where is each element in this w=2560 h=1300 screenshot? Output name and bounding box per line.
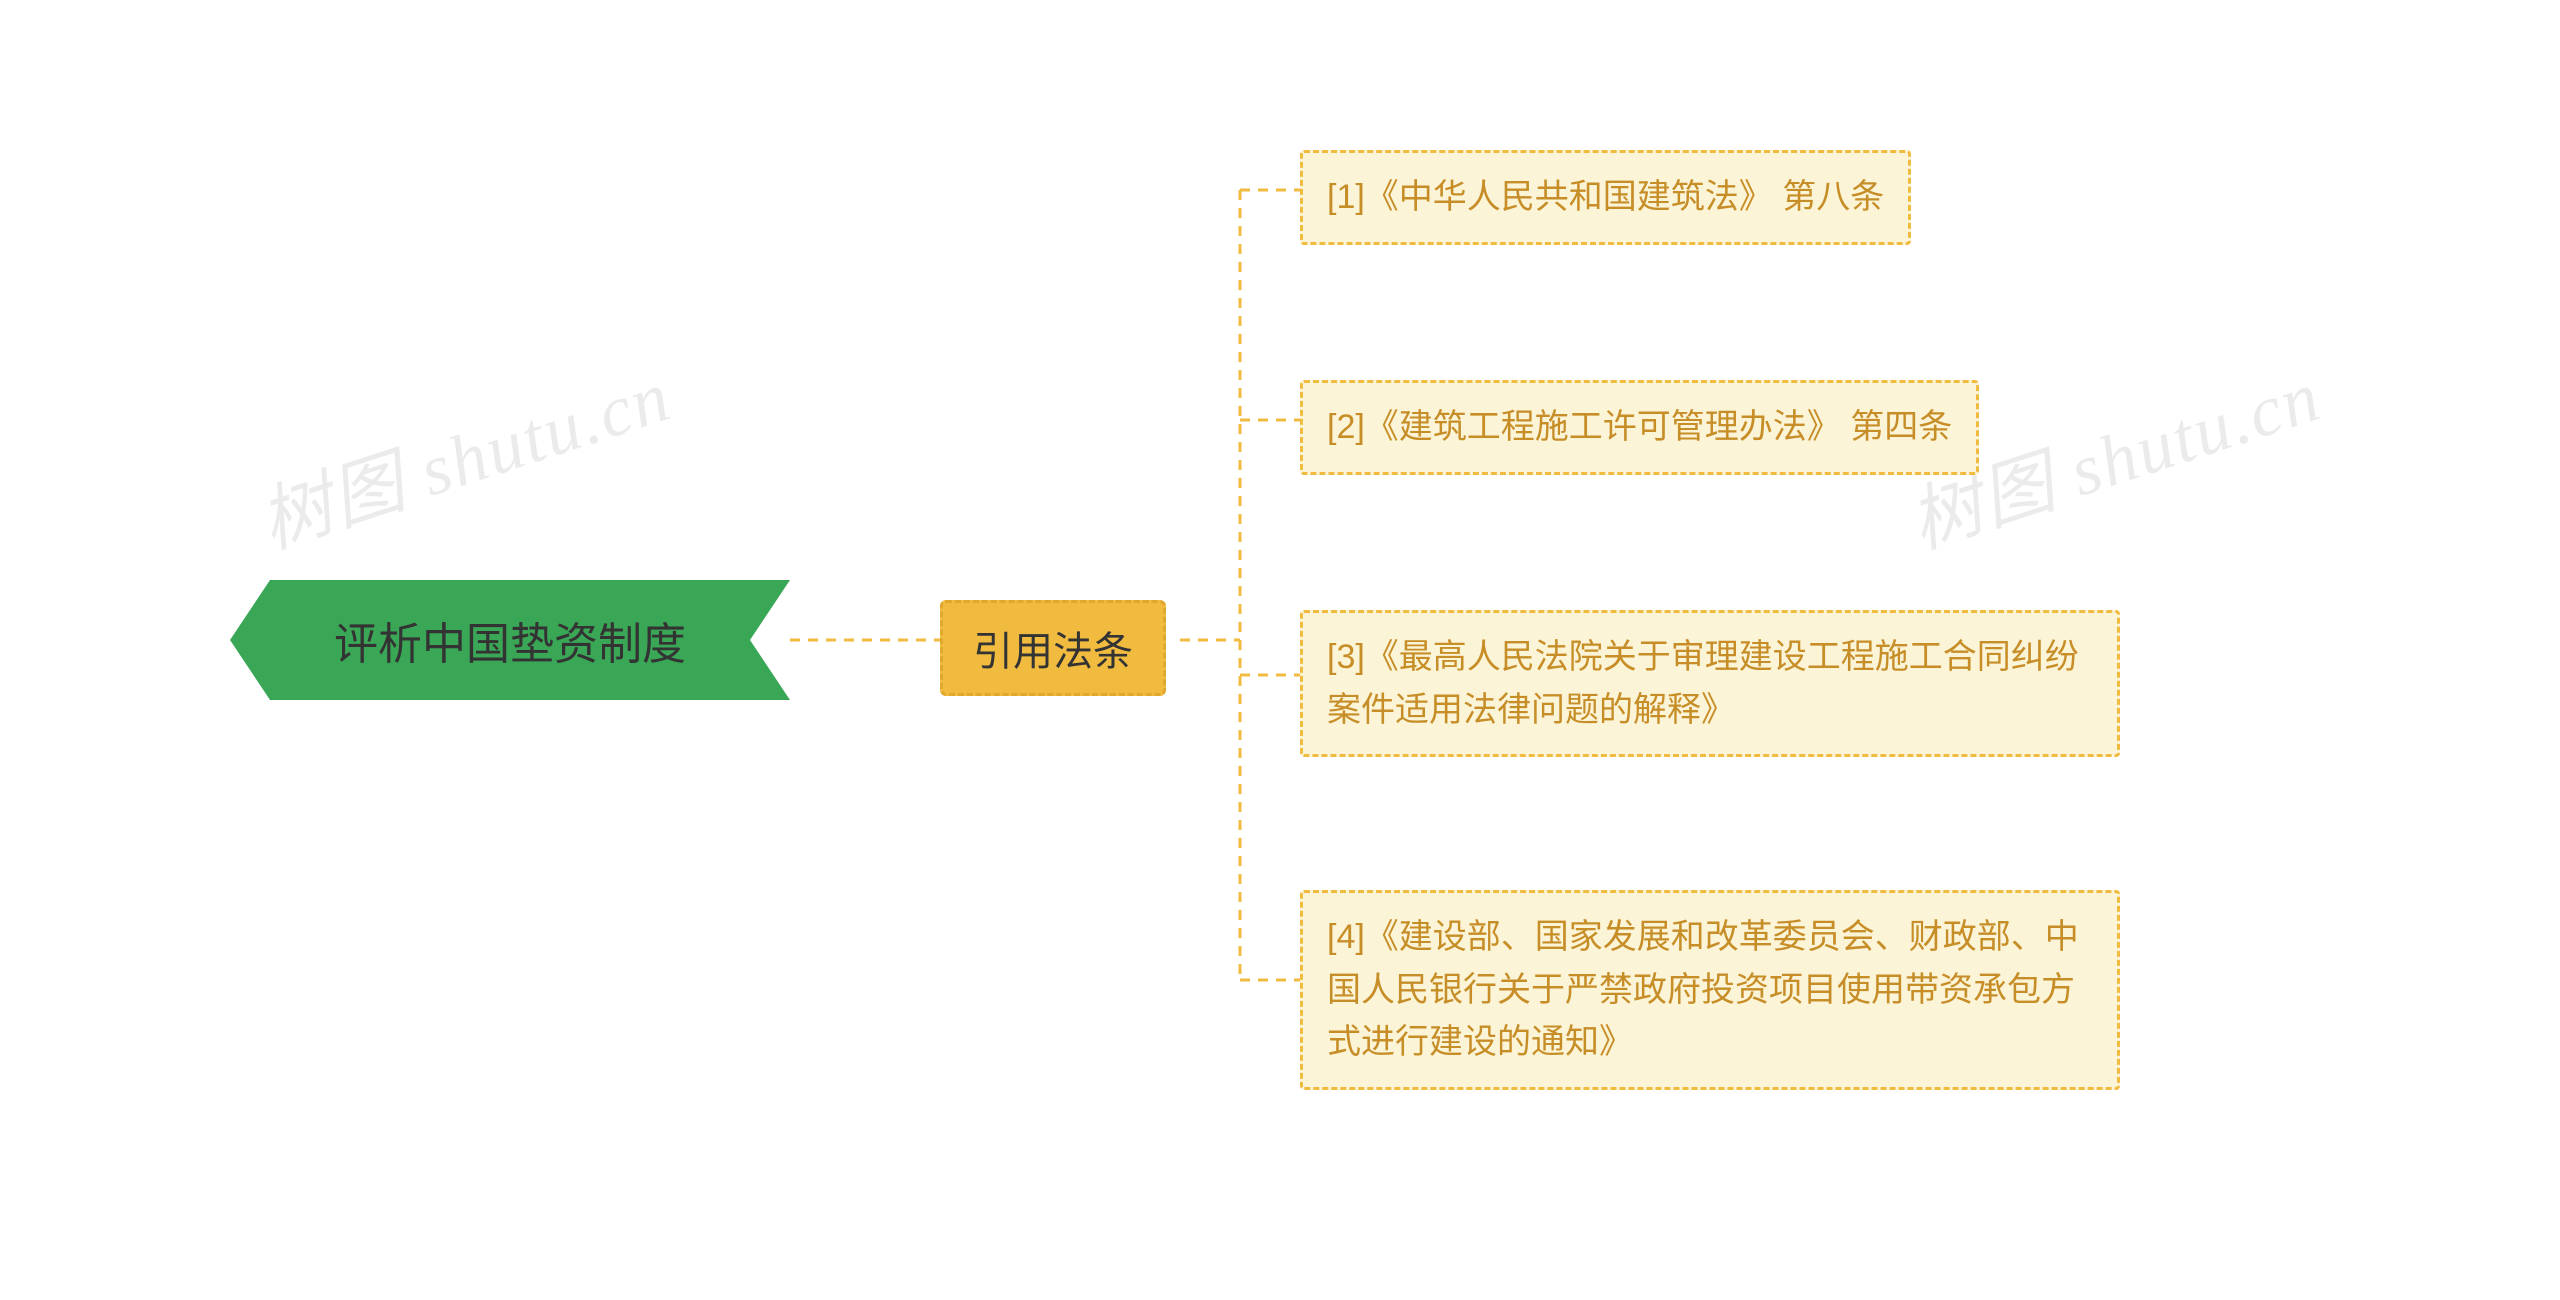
- leaf-node-label: [1]《中华人民共和国建筑法》 第八条: [1327, 178, 1884, 216]
- leaf-node-label: [4]《建设部、国家发展和改革委员会、财政部、中国人民银行关于严禁政府投资项目使…: [1327, 918, 2079, 1061]
- leaf-node-4[interactable]: [4]《建设部、国家发展和改革委员会、财政部、中国人民银行关于严禁政府投资项目使…: [1300, 890, 2120, 1090]
- diagram-canvas: 树图 shutu.cn 树图 shutu.cn 评析中国垫资制度 引用法条 [1…: [0, 0, 2560, 1300]
- leaf-node-3[interactable]: [3]《最高人民法院关于审理建设工程施工合同纠纷案件适用法律问题的解释》: [1300, 610, 2120, 757]
- leaf-node-1[interactable]: [1]《中华人民共和国建筑法》 第八条: [1300, 150, 1911, 245]
- leaf-node-label: [3]《最高人民法院关于审理建设工程施工合同纠纷案件适用法律问题的解释》: [1327, 638, 2079, 729]
- root-node[interactable]: 评析中国垫资制度: [230, 580, 790, 700]
- leaf-node-2[interactable]: [2]《建筑工程施工许可管理办法》 第四条: [1300, 380, 1979, 475]
- leaf-node-label: [2]《建筑工程施工许可管理办法》 第四条: [1327, 408, 1952, 446]
- watermark: 树图 shutu.cn: [244, 337, 682, 568]
- middle-node[interactable]: 引用法条: [940, 600, 1166, 696]
- middle-node-label: 引用法条: [973, 630, 1133, 674]
- root-node-label: 评析中国垫资制度: [334, 608, 686, 672]
